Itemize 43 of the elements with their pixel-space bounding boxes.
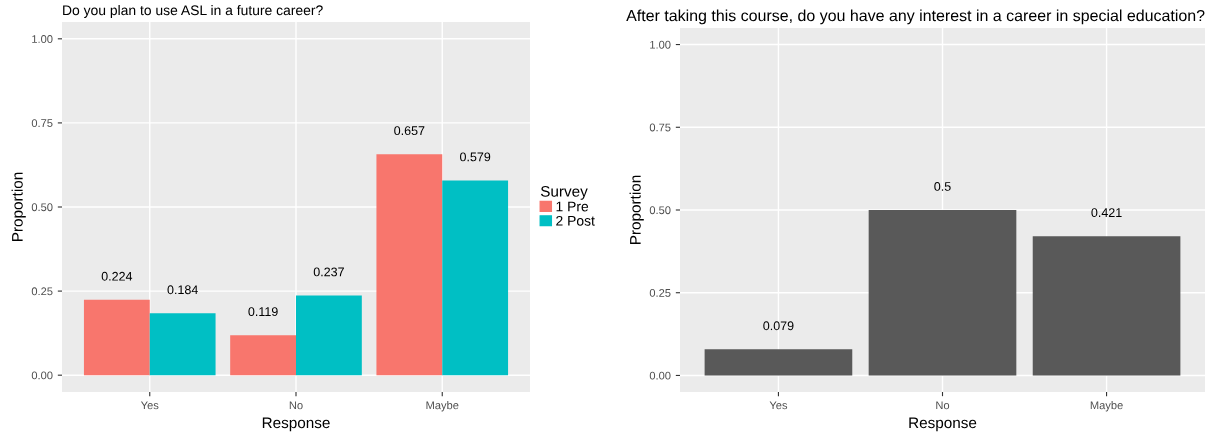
bar — [296, 295, 362, 376]
legend-title: Survey — [540, 185, 588, 200]
x-axis-title: Response — [909, 417, 977, 432]
y-tick-label: 0.25 — [31, 287, 53, 296]
y-tick-label: 0.50 — [649, 206, 671, 215]
data-label: 0.657 — [394, 126, 425, 136]
x-tick-label: Yes — [140, 401, 159, 410]
y-tick-label: 1.00 — [32, 35, 53, 43]
bar — [868, 210, 1017, 376]
legend-label: 1 Pre — [556, 201, 589, 212]
y-tick-label: 0.50 — [31, 203, 53, 212]
data-label: 0.5 — [934, 182, 951, 191]
y-tick-label: 0.75 — [31, 119, 53, 128]
data-label: 0.421 — [1091, 208, 1122, 217]
x-tick-label: No — [936, 401, 950, 410]
bar — [230, 335, 296, 376]
chart-title: Do you plan to use ASL in a future career? — [63, 4, 323, 18]
y-tick-label: 0.75 — [649, 123, 671, 132]
y-axis-title: Proportion — [629, 175, 644, 244]
y-tick-label: 0.00 — [649, 371, 671, 380]
y-tick-label: 0.25 — [649, 288, 671, 297]
data-label: 0.237 — [313, 267, 344, 277]
x-tick-label: Maybe — [426, 401, 459, 412]
x-tick-label: No — [289, 401, 303, 410]
chart-title: After taking this course, do you have any interest in a career in special education? — [626, 9, 1205, 25]
y-axis-title: Proportion — [11, 172, 26, 241]
x-axis-title: Response — [262, 417, 330, 432]
y-tick-label: 1.00 — [650, 40, 671, 49]
bar — [1032, 236, 1181, 376]
bar — [442, 180, 509, 376]
data-label: 0.184 — [167, 285, 198, 295]
bar — [704, 349, 853, 376]
data-label: 0.224 — [101, 271, 133, 281]
legend-label: 2 Post — [556, 215, 595, 226]
data-label: 0.579 — [460, 152, 491, 162]
y-tick-label: 0.00 — [31, 371, 53, 380]
data-label: 0.119 — [248, 307, 278, 317]
x-tick-label: Yes — [769, 401, 788, 410]
bar — [376, 154, 443, 376]
bar — [149, 313, 216, 376]
x-tick-label: Maybe — [1090, 401, 1123, 412]
data-label: 0.079 — [763, 321, 794, 331]
bar — [83, 299, 150, 376]
